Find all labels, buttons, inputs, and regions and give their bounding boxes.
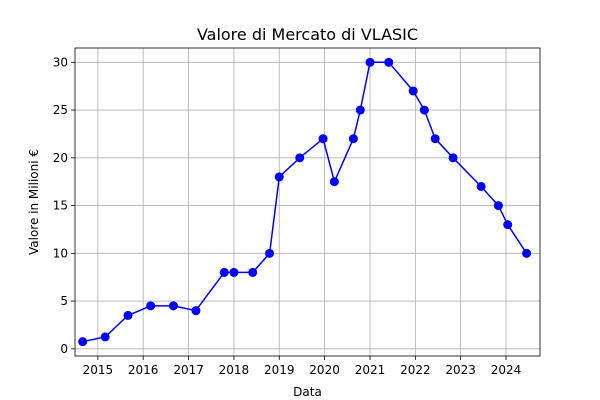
data-point (229, 267, 239, 277)
data-point (191, 306, 201, 316)
y-tick-label: 5 (60, 294, 68, 308)
y-axis: 0 5 10 15 20 25 30 (53, 55, 75, 356)
y-tick-label: 15 (53, 199, 68, 213)
data-point (493, 201, 503, 211)
data-point (100, 332, 110, 342)
x-tick-label: 2023 (445, 363, 476, 377)
x-axis: 2015 2016 2017 2018 2019 2020 2021 2022 2023 2024 (83, 356, 522, 377)
series-layer (78, 57, 532, 347)
data-point (265, 248, 275, 258)
x-tick-label: 2020 (309, 363, 340, 377)
data-point (503, 220, 513, 230)
plot-frame (74, 47, 541, 357)
x-tick-label: 2019 (264, 363, 295, 377)
data-point (448, 153, 458, 163)
data-point (146, 301, 156, 311)
data-point (274, 172, 284, 182)
y-axis-label: Valore in Milioni € (27, 149, 41, 255)
data-point (419, 105, 429, 115)
data-point (476, 181, 486, 191)
chart-title: Valore di Mercato di VLASIC (197, 25, 418, 44)
data-point (168, 301, 178, 311)
data-point (430, 134, 440, 144)
data-point (329, 177, 339, 187)
x-tick-label: 2022 (400, 363, 431, 377)
x-tick-label: 2018 (219, 363, 250, 377)
data-point (318, 134, 328, 144)
y-tick-label: 25 (53, 103, 68, 117)
data-point (355, 105, 365, 115)
series-line (82, 61, 528, 343)
x-tick-label: 2015 (83, 363, 114, 377)
y-tick-label: 0 (60, 342, 68, 356)
x-tick-label: 2024 (491, 363, 522, 377)
data-point (365, 57, 375, 67)
data-point (384, 57, 394, 67)
x-tick-label: 2017 (173, 363, 204, 377)
data-point (295, 153, 305, 163)
x-tick-label: 2016 (128, 363, 159, 377)
data-point (219, 267, 229, 277)
data-point (78, 337, 88, 347)
data-point (248, 267, 258, 277)
data-point (348, 134, 358, 144)
data-point (123, 310, 133, 320)
y-tick-label: 10 (53, 246, 68, 260)
data-point (408, 86, 418, 96)
y-tick-label: 20 (53, 151, 68, 165)
x-axis-label: Data (293, 385, 322, 399)
x-tick-label: 2021 (355, 363, 386, 377)
grid (75, 48, 540, 356)
data-point (522, 248, 532, 258)
y-tick-label: 30 (53, 55, 68, 69)
